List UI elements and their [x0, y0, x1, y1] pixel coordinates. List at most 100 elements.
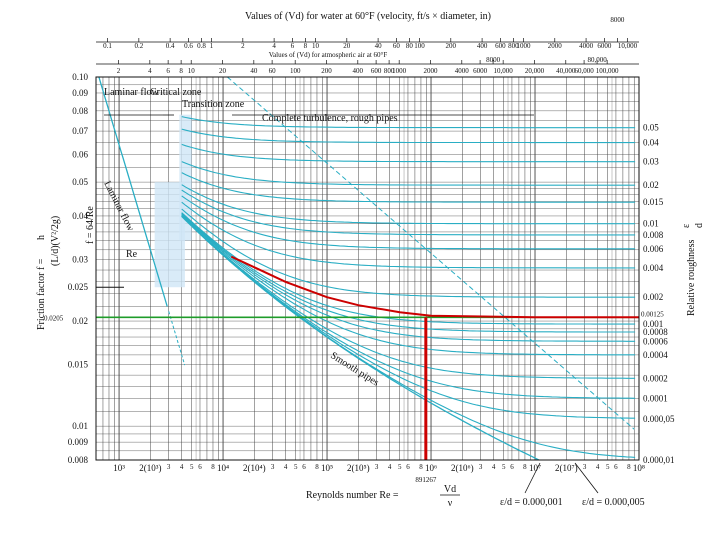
region-complete-turbulence-label: Complete turbulence, rough pipes	[262, 113, 398, 124]
region-critical-label: Critical zone	[150, 87, 202, 98]
x-minor-tick-label: 8	[627, 463, 631, 471]
top-axis-water-label: 0.4	[166, 42, 175, 50]
highlighted-roughness-curve	[230, 255, 639, 319]
bottom-eps-label-1: ε/d = 0.000,001	[500, 497, 563, 508]
roughness-label: 0.05	[643, 123, 659, 133]
top-axis-water-label: 40	[375, 42, 383, 50]
x-minor-tick-label: 8	[419, 463, 423, 471]
top-axis-water-label: 600	[495, 42, 506, 50]
region-transition-label: Transition zone	[182, 99, 245, 110]
top-axis-air-label: 6	[166, 67, 170, 75]
x-minor-tick-label: 6	[510, 463, 514, 471]
top-axis-air-label: 100	[290, 67, 301, 75]
top-axis-water-label: 20	[343, 42, 351, 50]
x-tick-label: 2(10⁵)	[347, 463, 370, 473]
x-minor-tick-label: 4	[492, 463, 496, 471]
roughness-curve	[181, 184, 636, 225]
top-axis-water-label: 200	[446, 42, 457, 50]
top-axis-air-label: 2000	[423, 67, 438, 75]
bottom-eps-leader-1	[524, 462, 541, 494]
top-axis-water-label: 1	[210, 42, 214, 50]
y-tick-label: 0.009	[68, 437, 89, 447]
y-tick-label: 0.05	[72, 177, 88, 187]
complete-turbulence-boundary	[227, 77, 635, 430]
plot-frame	[95, 38, 640, 461]
roughness-curves	[98, 77, 636, 460]
y-axis-fraction-numerator: h	[36, 235, 47, 240]
x-minor-tick-label: 4	[388, 463, 392, 471]
x-minor-tick-label: 4	[180, 463, 184, 471]
top-axis-water-label: 6000	[597, 42, 612, 50]
top-axis-air-label: 200	[321, 67, 332, 75]
top-axis-water-label: 6	[291, 42, 295, 50]
y-tick-label: 0.03	[72, 255, 88, 265]
x-tick-label: 10⁵	[321, 463, 333, 473]
roughness-label: 0.0001	[643, 394, 668, 404]
region-laminar-label: Laminar flow	[104, 87, 159, 98]
x-tick-label: 10⁸	[633, 463, 645, 473]
top-axis-air-label: 800	[384, 67, 395, 75]
bottom-eps-label-2: ε/d = 0.000,005	[582, 497, 645, 508]
top-axis-air-label: 60,000	[574, 67, 594, 75]
y-axis-fraction-denominator: (L/d)(V²/2g)	[50, 216, 61, 266]
roughness-curve	[181, 208, 636, 298]
plot-border	[95, 76, 640, 461]
x-minor-tick-label: 4	[284, 463, 288, 471]
top-axis-water-label: 0.2	[134, 42, 143, 50]
x-minor-tick-label: 3	[271, 463, 275, 471]
x-minor-tick-label: 8	[523, 463, 527, 471]
x-minor-tick-label: 6	[406, 463, 410, 471]
x-tick-label: 10⁷	[529, 463, 541, 473]
y-tick-label: 0.09	[72, 88, 88, 98]
x-tick-label: 10⁶	[425, 463, 437, 473]
x-minor-tick-label: 5	[190, 463, 194, 471]
top-axis-air-label: 40,000	[556, 67, 576, 75]
top-axis-air-label: 1000	[392, 67, 407, 75]
x-minor-tick-label: 5	[398, 463, 402, 471]
x-tick-label: 10³	[113, 463, 125, 473]
labels: 0.1 0.2 0.4 0.6 0.8 1 2 4 6 8 10 20 40 60 80 100 200 400 6…	[68, 16, 675, 473]
x-minor-tick-label: 6	[198, 463, 202, 471]
top-axis-water-label: 80	[406, 42, 414, 50]
top-axis-water-label: 0.6	[184, 42, 193, 50]
x-axis-label: Reynolds number Re =	[306, 490, 399, 501]
right-axis-label: Relative roughness	[686, 240, 697, 316]
bottom-eps-leader-2	[574, 462, 599, 494]
top-axis-air-label: 8000	[486, 56, 501, 64]
x-axis-fraction-numerator: Vd	[444, 484, 456, 495]
top-axis-air-label: 10	[188, 67, 196, 75]
roughness-label: 0.0008	[643, 327, 668, 337]
x-minor-tick-label: 4	[596, 463, 600, 471]
roughness-label: 0.0002	[643, 373, 668, 383]
top-axis-water-label: 0.8	[197, 42, 206, 50]
relative-roughness-value: 0.00125	[641, 310, 664, 318]
x-minor-tick-label: 6	[614, 463, 618, 471]
x-minor-tick-label: 6	[302, 463, 306, 471]
roughness-curve	[181, 213, 636, 342]
top-axis-water-label: 2000	[548, 42, 563, 50]
re-critical-label: Re	[126, 249, 138, 260]
x-tick-label: 2(10³)	[139, 463, 161, 473]
top-axis-water-label: 8000	[610, 16, 625, 24]
top-axis-air-label: 8	[179, 67, 183, 75]
x-minor-tick-label: 8	[315, 463, 319, 471]
top-axis-air-label: 20,000	[525, 67, 545, 75]
roughness-label: 0.000,05	[643, 414, 675, 424]
roughness-label: 0.015	[643, 197, 664, 207]
x-minor-tick-label: 5	[606, 463, 610, 471]
laminar-equation-label: f = 64/Re	[85, 206, 96, 244]
y-tick-label: 0.07	[72, 126, 88, 136]
roughness-curve	[181, 172, 636, 203]
top-axis-air-label: 60	[269, 67, 277, 75]
x-minor-tick-label: 3	[583, 463, 587, 471]
y-tick-label: 0.04	[72, 211, 88, 221]
top-axis-water-label: 0.1	[103, 42, 112, 50]
roughness-curve	[181, 215, 636, 399]
y-tick-label: 0.10	[72, 72, 88, 82]
top-axis-water-label: 800	[508, 42, 519, 50]
top-axis-air-label: 400	[353, 67, 364, 75]
friction-factor-value: 0.0205	[44, 314, 64, 322]
roughness-curve	[181, 195, 636, 250]
top-axis-air-label: 6000	[473, 67, 488, 75]
